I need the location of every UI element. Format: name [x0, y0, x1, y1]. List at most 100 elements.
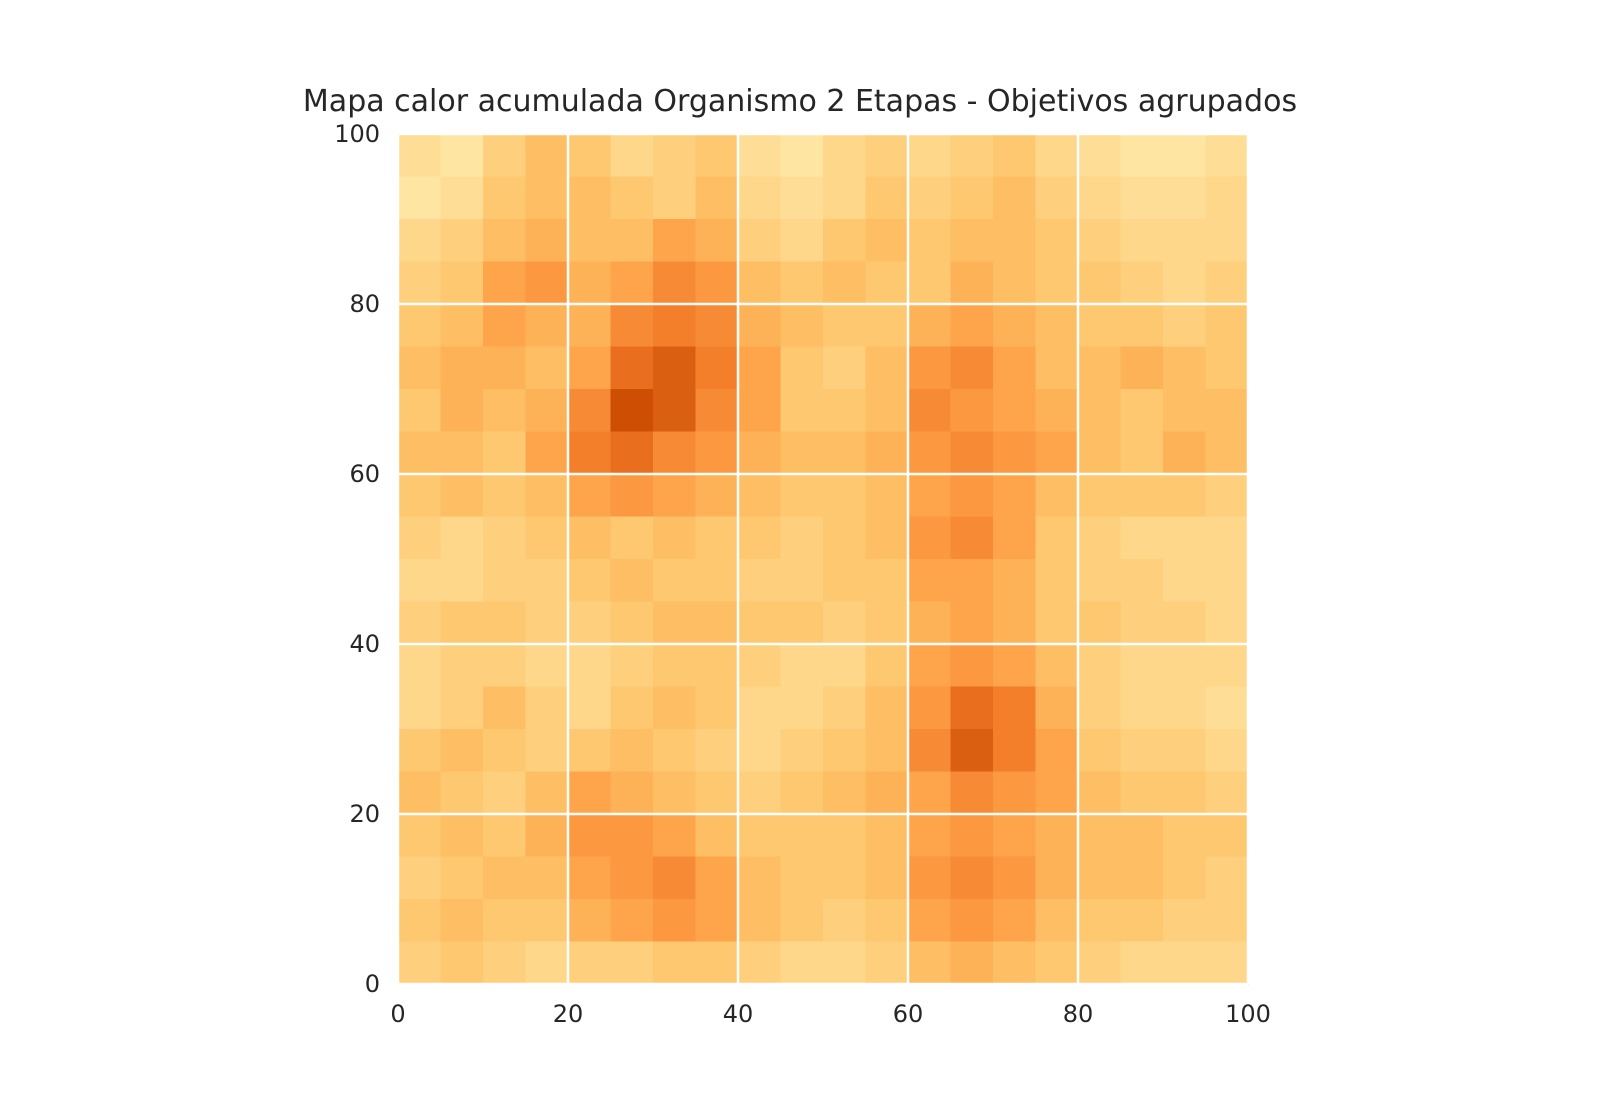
- heatmap-cell: [398, 729, 442, 773]
- heatmap-cell: [1205, 771, 1249, 815]
- heatmap-cell: [440, 346, 484, 390]
- heatmap-cell: [823, 941, 867, 985]
- heatmap-cell: [695, 644, 739, 688]
- heatmap-cell: [398, 431, 442, 475]
- heatmap-cell: [483, 686, 527, 730]
- heatmap-cell: [653, 729, 697, 773]
- heatmap-cell: [993, 176, 1037, 220]
- heatmap-cell: [908, 176, 952, 220]
- heatmap-cell: [483, 219, 527, 263]
- heatmap-cell: [1163, 261, 1207, 305]
- heatmap-cell: [780, 644, 824, 688]
- heatmap-cell: [780, 559, 824, 603]
- heatmap-cell: [1120, 814, 1164, 858]
- heatmap-cell: [525, 856, 569, 900]
- heatmap-cell: [398, 474, 442, 518]
- heatmap-cell: [1205, 856, 1249, 900]
- heatmap-cell: [1205, 899, 1249, 943]
- heatmap-cell: [483, 134, 527, 178]
- heatmap-cell: [908, 941, 952, 985]
- heatmap-cell: [1035, 346, 1079, 390]
- heatmap-cell: [993, 304, 1037, 348]
- heatmap-cell: [823, 431, 867, 475]
- heatmap-cell: [1163, 941, 1207, 985]
- heatmap-cell: [695, 814, 739, 858]
- heatmap-cell: [1035, 516, 1079, 560]
- heatmap-cell: [1078, 304, 1122, 348]
- heatmap-cell: [653, 644, 697, 688]
- heatmap-cell: [1078, 559, 1122, 603]
- heatmap-cell: [908, 516, 952, 560]
- heatmap-cell: [865, 346, 909, 390]
- heatmap-cell: [1035, 856, 1079, 900]
- heatmap-cell: [1163, 559, 1207, 603]
- heatmap-cell: [950, 686, 994, 730]
- heatmap-cell: [1163, 431, 1207, 475]
- heatmap-cell: [823, 176, 867, 220]
- heatmap-cell: [695, 941, 739, 985]
- heatmap-cell: [908, 389, 952, 433]
- heatmap-cell: [695, 686, 739, 730]
- heatmap-cell: [993, 729, 1037, 773]
- heatmap-cell: [568, 814, 612, 858]
- heatmap-cell: [780, 899, 824, 943]
- heatmap-cell: [1035, 304, 1079, 348]
- heatmap-cell: [1078, 601, 1122, 645]
- heatmap-cell: [993, 431, 1037, 475]
- heatmap-cell: [398, 941, 442, 985]
- heatmap-cell: [1078, 346, 1122, 390]
- heatmap-cell: [440, 474, 484, 518]
- heatmap-cell: [738, 431, 782, 475]
- heatmap-cell: [483, 261, 527, 305]
- heatmap-cell: [1205, 219, 1249, 263]
- heatmap-cell: [865, 771, 909, 815]
- heatmap-cell: [908, 219, 952, 263]
- heatmap-cell: [1078, 856, 1122, 900]
- heatmap-cell: [1120, 516, 1164, 560]
- heatmap-cell: [483, 559, 527, 603]
- heatmap-cell: [440, 601, 484, 645]
- heatmap-cell: [780, 304, 824, 348]
- heatmap-cell: [908, 729, 952, 773]
- heatmap-cell: [483, 899, 527, 943]
- heatmap-cell: [1120, 686, 1164, 730]
- heatmap-cell: [865, 134, 909, 178]
- x-tick-label: 60: [893, 1000, 924, 1028]
- heatmap-cell: [738, 389, 782, 433]
- heatmap-cell: [440, 856, 484, 900]
- heatmap-cell: [568, 219, 612, 263]
- heatmap-cell: [738, 686, 782, 730]
- heatmap-cell: [738, 474, 782, 518]
- heatmap-cell: [865, 431, 909, 475]
- heatmap-cell: [610, 559, 654, 603]
- heatmap-cell: [653, 941, 697, 985]
- heatmap-cell: [1078, 219, 1122, 263]
- heatmap-cell: [610, 134, 654, 178]
- heatmap-cell: [695, 559, 739, 603]
- heatmap-cell: [398, 814, 442, 858]
- heatmap-cell: [1163, 516, 1207, 560]
- heatmap-cell: [483, 814, 527, 858]
- heatmap-cell: [695, 729, 739, 773]
- heatmap-cell: [1163, 601, 1207, 645]
- heatmap-cell: [950, 856, 994, 900]
- heatmap-cell: [780, 601, 824, 645]
- heatmap-cell: [483, 856, 527, 900]
- heatmap-cell: [610, 941, 654, 985]
- heatmap-cell: [1120, 176, 1164, 220]
- heatmap-cell: [610, 304, 654, 348]
- heatmap-cell: [1078, 771, 1122, 815]
- heatmap-cell: [398, 601, 442, 645]
- heatmap-cell: [1163, 856, 1207, 900]
- heatmap-cell: [1120, 941, 1164, 985]
- heatmap-cell: [610, 431, 654, 475]
- heatmap-cell: [1205, 261, 1249, 305]
- heatmap-cell: [568, 601, 612, 645]
- heatmap-cell: [440, 304, 484, 348]
- heatmap-cell: [1078, 389, 1122, 433]
- y-tick-label: 20: [349, 800, 380, 828]
- heatmap-cell: [780, 941, 824, 985]
- heatmap-cell: [738, 644, 782, 688]
- heatmap-cell: [525, 601, 569, 645]
- heatmap-cell: [525, 389, 569, 433]
